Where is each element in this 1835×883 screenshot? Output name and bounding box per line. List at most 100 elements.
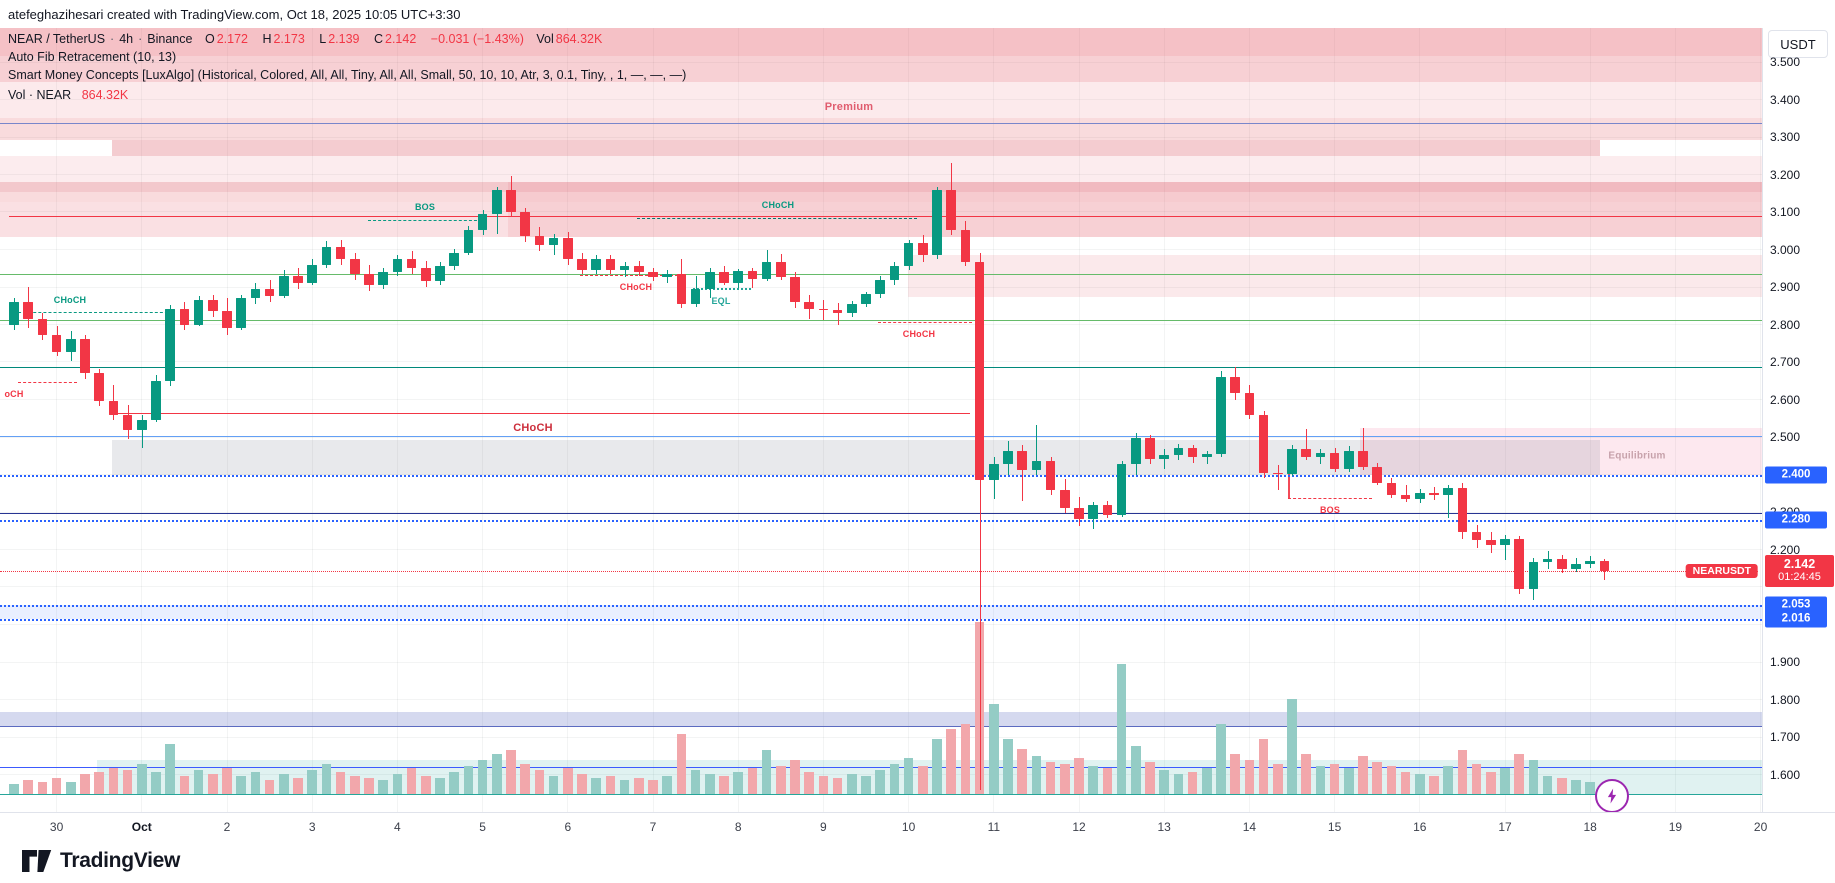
fib-level-badge[interactable]: 2.016: [1765, 610, 1827, 627]
candle: [1159, 455, 1169, 459]
candle: [903, 242, 914, 266]
volume-bar: [1273, 764, 1283, 794]
candle: [733, 271, 743, 283]
dotted-level-line[interactable]: [0, 604, 1762, 607]
candle: [960, 230, 971, 263]
high-label: H: [262, 32, 272, 46]
volume-bar: [605, 776, 616, 794]
volume-bar: [364, 778, 374, 794]
volume-bar: [648, 780, 658, 794]
grid-line-horizontal: [0, 399, 1762, 400]
grid-line-vertical: [227, 28, 228, 812]
volume-bar: [165, 744, 175, 794]
volume-bar: [1386, 766, 1397, 794]
candle: [634, 266, 644, 272]
chart-plot-area[interactable]: Premium CHoCH BOS CHoCH CHoCH EQL CHoCH CHoCH oC…: [0, 0, 1762, 812]
volume-bar: [1557, 778, 1567, 794]
price-level-line[interactable]: [0, 123, 1762, 125]
volume-bar: [1301, 754, 1311, 794]
lightning-quick-action-button[interactable]: [1595, 779, 1629, 813]
candle: [1329, 452, 1340, 469]
interval[interactable]: 4h: [119, 32, 134, 46]
fib-level-badge[interactable]: 2.053: [1765, 596, 1827, 614]
indicator-volume-row[interactable]: Vol · NEAR 864.32K: [8, 86, 128, 104]
indicator-smc-row[interactable]: Smart Money Concepts [LuxAlgo] (Historic…: [8, 66, 686, 84]
time-tick-label: 16: [1413, 820, 1427, 834]
volume-bar: [1542, 776, 1553, 794]
volume-bar: [94, 772, 104, 794]
volume-bar: [1088, 766, 1098, 794]
candle-wick: [1206, 451, 1208, 464]
volume-bar: [960, 724, 971, 794]
fib-level-badge[interactable]: 2.280: [1765, 511, 1827, 528]
currency-toggle-button[interactable]: USDT: [1768, 30, 1828, 58]
candle: [847, 303, 857, 313]
dotted-level-line[interactable]: [693, 288, 751, 291]
volume-bar: [222, 768, 232, 794]
volume-bar: [761, 750, 772, 794]
volume-bar: [335, 772, 346, 794]
candle: [1060, 490, 1070, 508]
candle: [1400, 494, 1411, 499]
indicator-smc-label[interactable]: Smart Money Concepts [LuxAlgo] (Historic…: [8, 68, 687, 82]
fib-level-badge[interactable]: 2.400: [1765, 466, 1827, 483]
volume-bar: [548, 776, 559, 794]
annotation-choch: CHoCH: [761, 200, 795, 210]
price-level-line[interactable]: [0, 320, 1762, 321]
tradingview-logo-text: TradingView: [60, 849, 181, 872]
candle: [1486, 540, 1496, 545]
dotted-level-line[interactable]: [0, 474, 1762, 477]
time-tick-label: 14: [1242, 820, 1257, 834]
price-zone: [0, 192, 1762, 202]
symbol-name[interactable]: NEAR / TetherUS: [8, 32, 106, 46]
structure-dashed-line: [13, 312, 173, 314]
price-level-line[interactable]: [9, 216, 1762, 218]
current-price-badge[interactable]: 2.142 01:24:45: [1765, 555, 1834, 588]
volume-bar: [51, 778, 62, 794]
candle-wick: [141, 414, 143, 449]
candle: [1358, 451, 1368, 467]
price-level-line[interactable]: [0, 767, 1762, 768]
volume-bar: [1287, 699, 1297, 794]
time-tick-label: 2: [223, 820, 231, 834]
volume-bar: [1045, 762, 1056, 794]
dotted-level-line[interactable]: [0, 519, 1762, 522]
candle: [1074, 507, 1084, 519]
candle: [151, 380, 161, 421]
volume-bar: [804, 772, 814, 794]
structure-dashed-line: [637, 217, 917, 219]
close-value: 2.142: [385, 32, 417, 46]
price-axis[interactable]: USDT 3.500 3.400 3.300 3.200 3.100 3.000 2.900…: [1762, 0, 1835, 812]
time-tick-label: 9: [820, 820, 827, 834]
exchange[interactable]: Binance: [147, 32, 193, 46]
structure-dashed-line: [580, 275, 683, 276]
tradingview-logo[interactable]: TradingView: [22, 848, 180, 874]
candle: [1187, 448, 1198, 458]
candle: [761, 261, 772, 279]
volume-bar: [662, 776, 672, 794]
attribution-text: atefeghazihesari created with TradingVie…: [8, 7, 461, 22]
indicator-fib-label[interactable]: Auto Fib Retracement (10, 13): [8, 50, 177, 64]
candle: [406, 258, 417, 269]
price-level-line[interactable]: [0, 366, 1762, 368]
volume-bar: [449, 772, 459, 794]
candle: [1443, 487, 1453, 495]
dotted-level-line[interactable]: [0, 618, 1762, 621]
dotted-level-line[interactable]: [0, 571, 1758, 573]
price-tick-label: 2.700: [1770, 355, 1801, 369]
candle: [974, 262, 985, 480]
time-tick-label: 3: [308, 820, 316, 834]
candle: [1514, 539, 1524, 589]
price-level-line[interactable]: [0, 513, 1762, 515]
price-level-line[interactable]: [0, 273, 1762, 275]
symbol-row[interactable]: NEAR / TetherUS · 4h · Binance O 2.172 H 2.173…: [8, 32, 603, 46]
price-level-line[interactable]: [0, 794, 1762, 795]
attribution-bar: atefeghazihesari created with TradingVie…: [0, 0, 1835, 28]
price-level-line[interactable]: [112, 412, 970, 414]
time-axis[interactable]: 30 Oct 2 3 4 5 6 7 8 9 10 11 12 13 14 15 16 17 18 19 20: [0, 812, 1835, 843]
volume-bar: [1585, 782, 1595, 794]
indicator-volume-label[interactable]: Vol · NEAR: [8, 88, 72, 102]
indicator-fib-row[interactable]: Auto Fib Retracement (10, 13): [8, 48, 176, 66]
price-level-line[interactable]: [0, 436, 1762, 438]
candle: [918, 242, 928, 255]
